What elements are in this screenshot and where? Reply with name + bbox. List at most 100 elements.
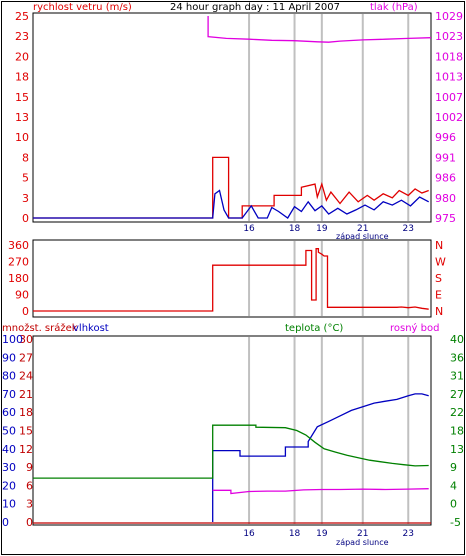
wind-direction-compass-label: N [435, 305, 443, 318]
temperature-tick-label: 22 [450, 406, 464, 419]
time-tick-label: 23 [403, 224, 414, 234]
humidity-tick-label: 80 [2, 370, 16, 383]
wind-direction-degree-ticks: 360 270 180 90 0 [8, 239, 29, 318]
precip-tick-label: 6 [26, 479, 33, 492]
temperature-tick-label: 36 [450, 351, 464, 364]
humidity-tick-label: 0 [2, 516, 9, 529]
temperature-tick-label: 31 [450, 370, 464, 383]
wind-pressure-gridlines [248, 14, 410, 221]
precip-tick-label: 27 [19, 351, 33, 364]
wind-direction-degree-label: 180 [8, 272, 29, 285]
pressure-tick-label: 986 [435, 172, 456, 185]
sunset-label-bottom: západ slunce [336, 538, 389, 547]
temperature-tick-label: 18 [450, 425, 464, 438]
wind-direction-compass-label: E [435, 289, 442, 302]
humidity-tick-label: 50 [2, 425, 16, 438]
temperature-tick-label: 0 [450, 498, 457, 511]
pressure-tick-label: 996 [435, 131, 456, 144]
temperature-tick-label: -5 [450, 516, 461, 529]
pressure-tick-label: 1023 [435, 30, 463, 43]
wind-axis-title: rychlost vetru (m/s) [33, 2, 132, 13]
wind-direction-degree-label: 90 [15, 289, 29, 302]
time-tick-label: 19 [316, 529, 328, 539]
wind-speed-tick-label: 13 [15, 111, 29, 124]
pressure-tick-label: 980 [435, 192, 456, 205]
humidity-tick-label: 100 [2, 333, 23, 346]
humidity-temperature-panel: množst. srážek vlhkost teplota (°C) rosn… [2, 322, 464, 547]
pressure-ticks: 1029 1023 1018 1013 1007 1002 996 991 986 980 975 [435, 10, 463, 225]
humidity-temperature-plot-area [32, 335, 432, 526]
precip-tick-label: 0 [26, 516, 33, 529]
wind-direction-plot-area [32, 239, 432, 318]
humidity-temperature-series [33, 393, 431, 524]
temperature-tick-label: 9 [450, 461, 457, 474]
wind-direction-line [33, 248, 429, 312]
time-tick-label: 23 [403, 529, 414, 539]
wind-speed-ticks: 25 23 20 18 15 13 10 8 5 3 0 [15, 10, 29, 225]
humidity-tick-label: 60 [2, 406, 16, 419]
pressure-tick-label: 1002 [435, 111, 463, 124]
dewpoint-line [212, 488, 429, 495]
temperature-tick-label: 13 [450, 443, 464, 456]
time-tick-label: 18 [289, 529, 301, 539]
time-tick-label: 21 [357, 224, 368, 234]
pressure-tick-label: 1007 [435, 91, 463, 104]
wind-speed-tick-label: 8 [22, 151, 29, 164]
wind-speed-tick-label: 18 [15, 71, 29, 84]
wind-speed-tick-label: 10 [15, 131, 29, 144]
wind-direction-degree-label: 0 [22, 305, 29, 318]
pressure-line [207, 16, 432, 43]
pressure-axis-title: tlak (hPa) [370, 2, 418, 13]
pressure-tick-label: 991 [435, 151, 456, 164]
humidity-temperature-gridlines [248, 337, 410, 524]
temperature-axis-title: teplota (°C) [285, 323, 343, 334]
wind-direction-degree-label: 360 [8, 239, 29, 252]
precip-axis-title: množst. srážek [2, 322, 78, 334]
wind-speed-tick-label: 3 [22, 192, 29, 205]
wind-direction-series [33, 248, 429, 312]
humidity-line [212, 393, 429, 522]
wind-speed-tick-label: 15 [15, 91, 29, 104]
temperature-tick-label: 4 [450, 479, 457, 492]
wind-pressure-time-ticks: 16 18 19 21 23 [243, 224, 414, 234]
wind-speed-tick-label: 20 [15, 50, 29, 63]
precip-tick-label: 18 [19, 406, 33, 419]
pressure-tick-label: 1018 [435, 50, 463, 63]
humidity-tick-label: 70 [2, 388, 16, 401]
wind-speed-tick-label: 0 [22, 212, 29, 225]
time-tick-label: 21 [357, 529, 368, 539]
wind-gust-line [33, 189, 430, 219]
wind-pressure-plot-area [32, 12, 432, 223]
wind-speed-tick-label: 5 [22, 172, 29, 185]
humidity-tick-label: 10 [2, 498, 16, 511]
precip-tick-label: 15 [19, 425, 33, 438]
time-tick-label: 18 [289, 224, 301, 234]
humidity-axis-title: vlhkost [73, 323, 109, 334]
time-tick-label: 19 [316, 224, 328, 234]
wind-speed-tick-label: 25 [15, 10, 29, 23]
wind-direction-compass-label: W [435, 256, 446, 269]
precip-tick-label: 12 [19, 443, 33, 456]
time-tick-label: 16 [243, 224, 255, 234]
precip-tick-label: 21 [19, 388, 33, 401]
temperature-line [33, 424, 429, 479]
time-tick-label: 16 [243, 529, 255, 539]
temperature-tick-label: 40 [450, 333, 464, 346]
temperature-tick-label: 27 [450, 388, 464, 401]
wind-speed-tick-label: 23 [15, 30, 29, 43]
humidity-tick-label: 20 [2, 479, 16, 492]
graph-title: 24 hour graph day : 11 April 2007 [170, 2, 340, 13]
pressure-tick-label: 975 [435, 212, 456, 225]
humidity-tick-label: 40 [2, 443, 16, 456]
wind-pressure-series [33, 16, 432, 219]
precip-tick-label: 24 [19, 370, 33, 383]
humidity-tick-label: 90 [2, 351, 16, 364]
precip-tick-label: 9 [26, 461, 33, 474]
pressure-tick-label: 1029 [435, 10, 463, 23]
precip-tick-label: 3 [26, 498, 33, 511]
wind-direction-degree-label: 270 [8, 256, 29, 269]
